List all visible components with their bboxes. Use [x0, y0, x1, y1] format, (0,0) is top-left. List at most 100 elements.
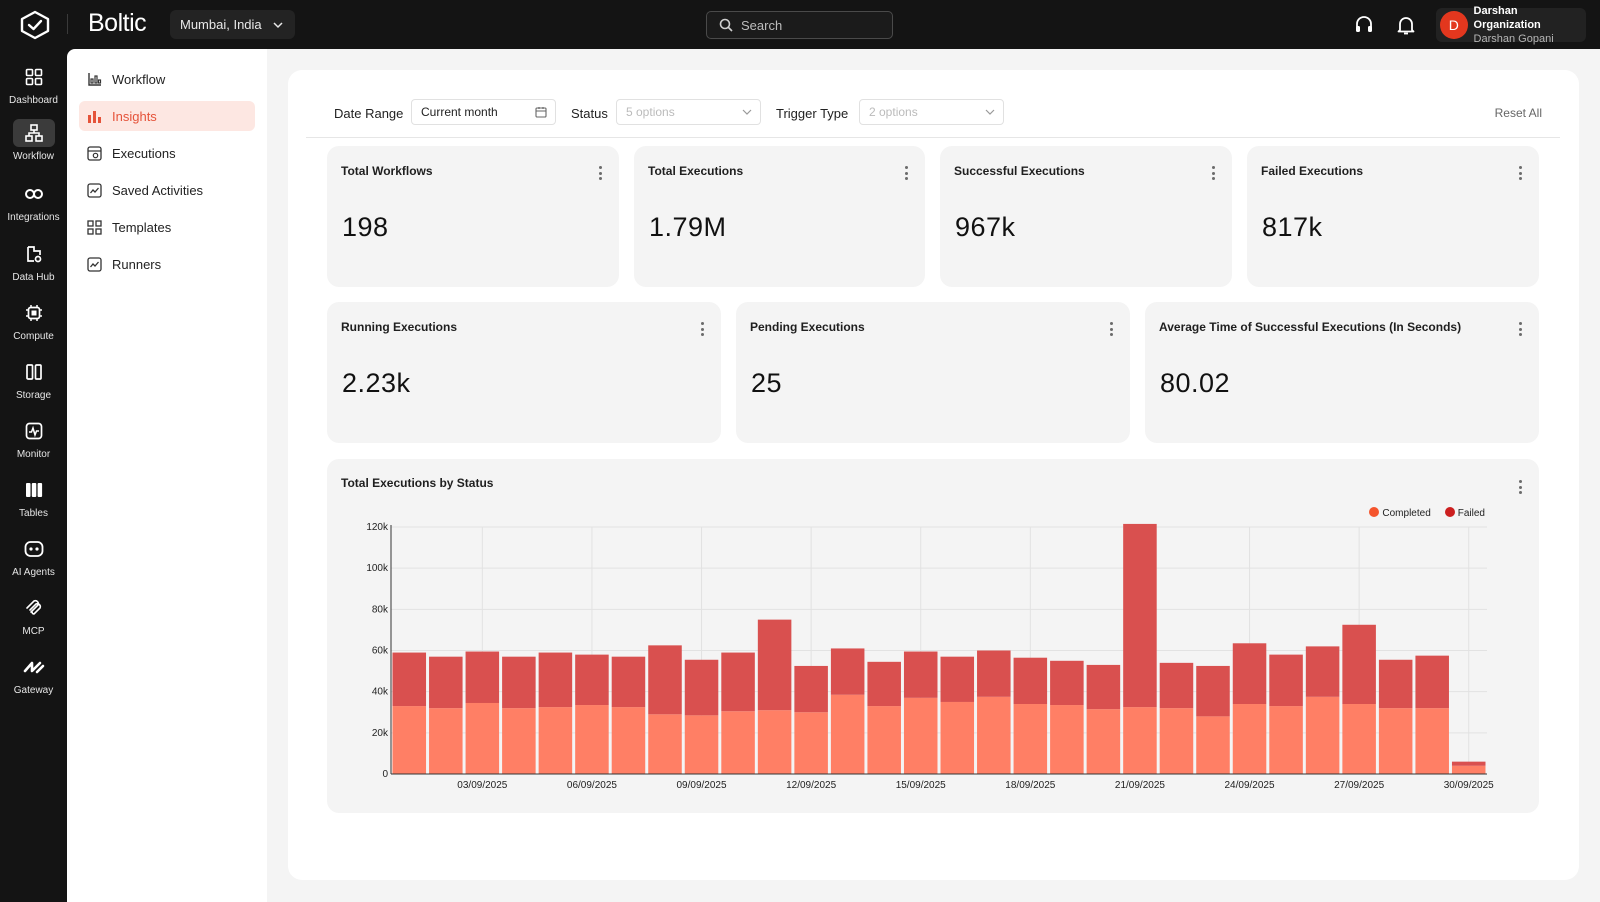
- user-menu[interactable]: D Darshan Organization Darshan Gopani: [1436, 5, 1586, 45]
- bar-completed: [1342, 704, 1376, 774]
- reset-all-button[interactable]: Reset All: [1494, 106, 1542, 120]
- card-value: 80.02: [1160, 368, 1231, 398]
- bar-completed: [1378, 708, 1413, 774]
- bar-failed: [977, 650, 1011, 697]
- x-tick-label: 12/09/2025: [786, 780, 836, 791]
- rail-item-data-hub[interactable]: Data Hub: [0, 240, 67, 283]
- more-options-icon[interactable]: [905, 166, 909, 182]
- bar-failed: [1305, 646, 1340, 697]
- stat-card-pending-executions: Pending Executions 25: [736, 302, 1130, 443]
- bar-completed: [1196, 716, 1230, 774]
- card-title: Successful Executions: [954, 164, 1085, 178]
- primary-nav-rail: Dashboard Workflow Integrations Data Hub…: [0, 49, 67, 902]
- search-input[interactable]: Search: [706, 11, 893, 39]
- rail-label: MCP: [22, 626, 45, 637]
- bar-completed: [429, 708, 463, 774]
- calendar-icon: [535, 107, 547, 118]
- more-options-icon[interactable]: [701, 322, 705, 338]
- chevron-down-icon: [742, 109, 752, 115]
- headset-icon[interactable]: [1353, 14, 1375, 36]
- subnav-item-runners[interactable]: Runners: [79, 249, 255, 279]
- executions-by-status-chart: 0 20k 40k 60k 80k 100k 120k 03/09/2025 06/09/202…: [366, 522, 1494, 791]
- mcp-icon: [25, 599, 41, 615]
- bar-completed: [940, 701, 975, 774]
- date-range-label: Date Range: [334, 106, 404, 121]
- rail-item-compute[interactable]: Compute: [0, 299, 67, 342]
- x-tick-label: 21/09/2025: [1115, 780, 1165, 791]
- templates-icon: [87, 219, 102, 235]
- rail-item-mcp[interactable]: MCP: [0, 594, 67, 637]
- saved-activities-icon: [87, 182, 102, 198]
- executions-icon: [87, 145, 102, 161]
- bar-completed: [1415, 708, 1449, 774]
- bar-failed: [1123, 523, 1157, 708]
- rail-item-tables[interactable]: Tables: [0, 476, 67, 519]
- rail-item-monitor[interactable]: Monitor: [0, 417, 67, 460]
- bar-completed: [611, 707, 646, 774]
- ai-agents-icon: [24, 541, 43, 557]
- chevron-down-icon: [273, 21, 283, 28]
- more-options-icon[interactable]: [1519, 322, 1523, 338]
- rail-item-ai-agents[interactable]: AI Agents: [0, 535, 67, 578]
- bar-failed: [867, 661, 901, 707]
- subnav-item-insights[interactable]: Insights: [79, 101, 255, 131]
- more-options-icon[interactable]: [599, 166, 603, 182]
- more-options-icon[interactable]: [1212, 166, 1216, 182]
- bar-failed: [940, 656, 975, 702]
- stat-card-running-executions: Running Executions 2.23k: [327, 302, 721, 443]
- bar-completed: [648, 714, 682, 774]
- status-placeholder: 5 options: [626, 105, 675, 119]
- bar-failed: [1013, 657, 1048, 705]
- more-options-icon[interactable]: [1110, 322, 1114, 338]
- rail-label: Monitor: [16, 449, 51, 460]
- rail-label: AI Agents: [12, 567, 55, 578]
- stat-card-failed-executions: Failed Executions 817k: [1247, 146, 1539, 287]
- status-select[interactable]: 5 options: [616, 99, 761, 125]
- bar-completed: [575, 705, 609, 774]
- rail-item-dashboard[interactable]: Dashboard: [0, 63, 67, 106]
- subnav-item-templates[interactable]: Templates: [79, 212, 255, 242]
- date-range-picker[interactable]: Current month: [411, 99, 556, 125]
- bell-icon[interactable]: [1395, 14, 1417, 36]
- rail-label: Dashboard: [9, 95, 58, 106]
- bar-failed: [1196, 665, 1230, 717]
- more-options-icon[interactable]: [1519, 166, 1523, 182]
- region-selector[interactable]: Mumbai, India: [170, 10, 295, 39]
- subnav-item-saved-activities[interactable]: Saved Activities: [79, 175, 255, 205]
- bar-completed: [538, 707, 573, 774]
- card-value: 967k: [955, 212, 1016, 242]
- rail-item-workflow[interactable]: Workflow: [0, 119, 67, 162]
- stat-card-total-executions: Total Executions 1.79M: [634, 146, 925, 287]
- legend-item-failed[interactable]: Failed: [1444, 507, 1485, 519]
- search-placeholder: Search: [741, 17, 783, 33]
- bar-failed: [611, 656, 646, 708]
- stat-card-average-time: Average Time of Successful Executions (I…: [1145, 302, 1539, 443]
- subnav-item-workflow[interactable]: Workflow: [79, 64, 255, 94]
- bar-completed: [903, 697, 938, 774]
- trigger-type-select[interactable]: 2 options: [859, 99, 1004, 125]
- bar-failed: [575, 654, 609, 706]
- bar-completed: [1305, 696, 1340, 774]
- bar-completed: [1159, 708, 1194, 774]
- rail-item-integrations[interactable]: Integrations: [0, 180, 67, 223]
- y-tick-label: 80k: [372, 604, 389, 615]
- subnav-item-executions[interactable]: Executions: [79, 138, 255, 168]
- stat-card-total-workflows: Total Workflows 198: [327, 146, 619, 287]
- bar-completed: [721, 711, 755, 774]
- y-tick-label: 100k: [366, 563, 389, 574]
- rail-item-storage[interactable]: Storage: [0, 358, 67, 401]
- rail-item-gateway[interactable]: Gateway: [0, 653, 67, 696]
- brand-name[interactable]: Boltic: [88, 9, 147, 37]
- bar-failed: [392, 652, 427, 707]
- legend-item-completed[interactable]: Completed: [1369, 507, 1431, 519]
- monitor-icon: [25, 422, 42, 440]
- x-tick-label: 18/09/2025: [1005, 780, 1055, 791]
- gateway-icon: [23, 661, 44, 674]
- rail-label: Integrations: [7, 212, 60, 223]
- workflow-subnav: Workflow Insights Executions Saved Activ…: [67, 49, 267, 902]
- bar-failed: [429, 656, 463, 709]
- card-value: 198: [342, 212, 389, 242]
- y-tick-label: 20k: [372, 728, 389, 739]
- more-options-icon[interactable]: [1519, 480, 1523, 496]
- boltic-logo-icon[interactable]: [19, 10, 51, 40]
